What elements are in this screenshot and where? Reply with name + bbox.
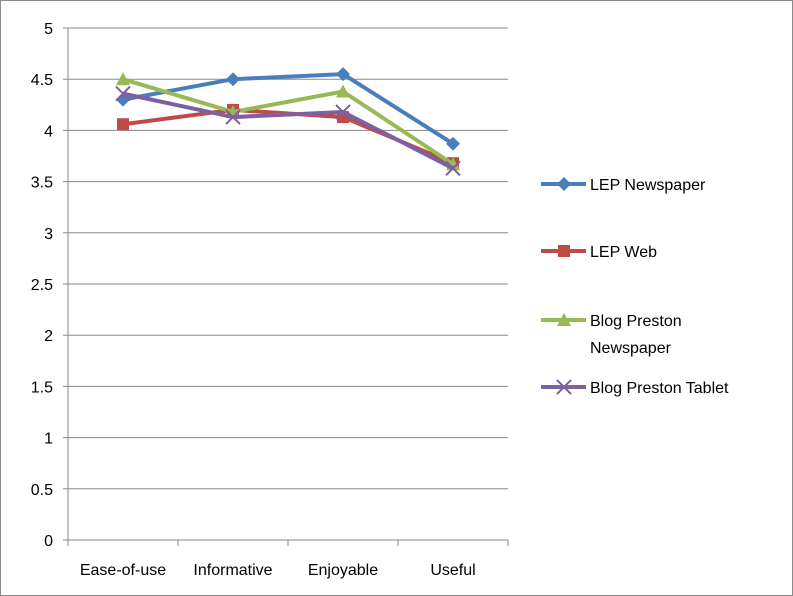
legend-entry: LEP Newspaper xyxy=(541,177,706,194)
series-line xyxy=(122,91,454,171)
x-axis-ticks: Ease-of-use Informative Enjoyable Useful xyxy=(80,562,476,579)
gridlines xyxy=(68,27,508,490)
y-tick-label: 2 xyxy=(44,328,53,345)
y-tick-label: 2.5 xyxy=(31,277,53,294)
data-point xyxy=(557,177,571,191)
y-tick-label: 0 xyxy=(44,533,53,550)
legend-label: Blog Preston xyxy=(590,313,682,330)
data-point xyxy=(336,67,350,82)
data-point xyxy=(336,84,350,98)
legend-label: Newspaper xyxy=(590,340,672,357)
axes xyxy=(63,27,509,546)
data-point xyxy=(445,160,461,176)
y-tick-label: 5 xyxy=(44,21,53,38)
series xyxy=(116,67,460,151)
y-tick-label: 0.5 xyxy=(31,482,53,499)
x-tick-label: Informative xyxy=(193,562,272,579)
data-point xyxy=(556,379,572,395)
data-point xyxy=(117,118,129,131)
series-layer xyxy=(115,67,461,176)
y-tick-label: 3 xyxy=(44,226,53,243)
data-point xyxy=(557,313,571,326)
series xyxy=(116,72,460,171)
y-axis-ticks: 0 0.5 1 1.5 2 2.5 3 3.5 4 4.5 5 xyxy=(31,21,53,550)
data-point xyxy=(116,72,130,86)
data-point xyxy=(226,72,240,87)
y-tick-label: 1.5 xyxy=(31,379,53,396)
legend-entry: Blog Preston Newspaper xyxy=(541,313,682,357)
y-tick-label: 1 xyxy=(44,431,53,448)
data-point xyxy=(225,109,241,125)
legend: LEP Newspaper LEP Web Blog Preston Newspape… xyxy=(541,177,729,397)
x-tick-label: Ease-of-use xyxy=(80,562,166,579)
series-line xyxy=(122,107,454,166)
legend-label: Blog Preston Tablet xyxy=(590,380,729,397)
series xyxy=(115,85,461,176)
legend-entry: LEP Web xyxy=(541,244,657,261)
legend-label: LEP Newspaper xyxy=(590,177,706,194)
legend-label: LEP Web xyxy=(590,244,657,261)
data-point xyxy=(115,85,131,102)
data-point xyxy=(335,104,351,120)
series-line xyxy=(122,77,455,166)
y-tick-label: 3.5 xyxy=(31,175,53,192)
legend-entry: Blog Preston Tablet xyxy=(541,379,729,397)
data-point xyxy=(446,136,460,151)
y-tick-label: 4.5 xyxy=(31,72,53,89)
series-line xyxy=(122,72,455,146)
data-point xyxy=(558,245,570,257)
x-tick-label: Useful xyxy=(430,562,475,579)
y-tick-label: 4 xyxy=(44,123,53,140)
x-tick-label: Enjoyable xyxy=(308,562,378,579)
